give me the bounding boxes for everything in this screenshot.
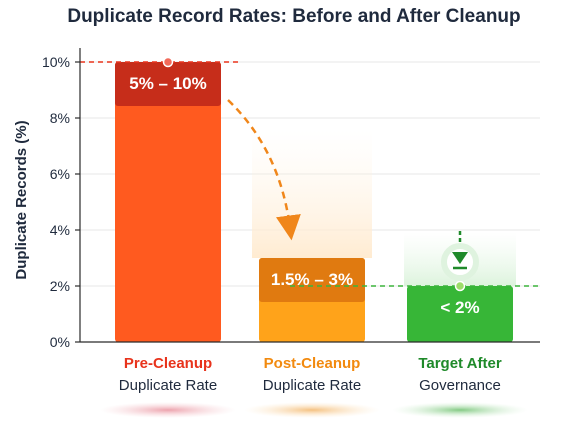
reference-marker: [454, 280, 466, 292]
category-label-line1: Target After: [418, 355, 502, 372]
bar-floor-shadow: [244, 402, 380, 418]
y-tick-label: 10%: [42, 54, 70, 70]
bar-data-label: 5% – 10%: [129, 74, 207, 93]
y-tick-labels: 0% 2% 4% 6% 8% 10%: [42, 54, 80, 350]
floor-shadows: [100, 402, 528, 418]
category-label-line2: Governance: [419, 377, 501, 394]
y-tick-label: 4%: [50, 222, 70, 238]
bar-floor-shadow: [392, 402, 528, 418]
reference-lines: [80, 56, 538, 292]
y-tick-label: 2%: [50, 278, 70, 294]
y-axis-label: Duplicate Records (%): [13, 120, 30, 279]
y-tick-label: 8%: [50, 110, 70, 126]
bar-shade: [407, 286, 513, 342]
y-tick-label: 0%: [50, 334, 70, 350]
category-label-line2: Duplicate Rate: [263, 377, 361, 394]
reference-marker: [162, 56, 174, 68]
y-tick-label: 6%: [50, 166, 70, 182]
category-label-line1: Pre-Cleanup: [124, 355, 212, 372]
bar-decorations: [252, 130, 516, 286]
bar-floor-shadow: [100, 402, 236, 418]
bar: [407, 286, 513, 342]
category-labels: Pre-Cleanup Duplicate Rate Post-Cleanup Dup…: [119, 355, 502, 394]
target-down-arrow-icon: [441, 231, 479, 281]
category-label-line1: Post-Cleanup: [264, 355, 361, 372]
chart-title: Duplicate Record Rates: Before and After…: [67, 6, 520, 27]
decrease-arrow: [227, 99, 301, 241]
bar: [115, 62, 221, 342]
bar-data-label: 1.5% – 3%: [271, 270, 353, 289]
bars: 5% – 10% 1.5% – 3% < 2%: [115, 62, 513, 342]
bar-range-band: [115, 62, 221, 106]
bar-glow: [252, 130, 372, 258]
bar-range-band: [259, 258, 365, 302]
category-label-line2: Duplicate Rate: [119, 377, 217, 394]
bar-data-label: < 2%: [440, 298, 479, 317]
